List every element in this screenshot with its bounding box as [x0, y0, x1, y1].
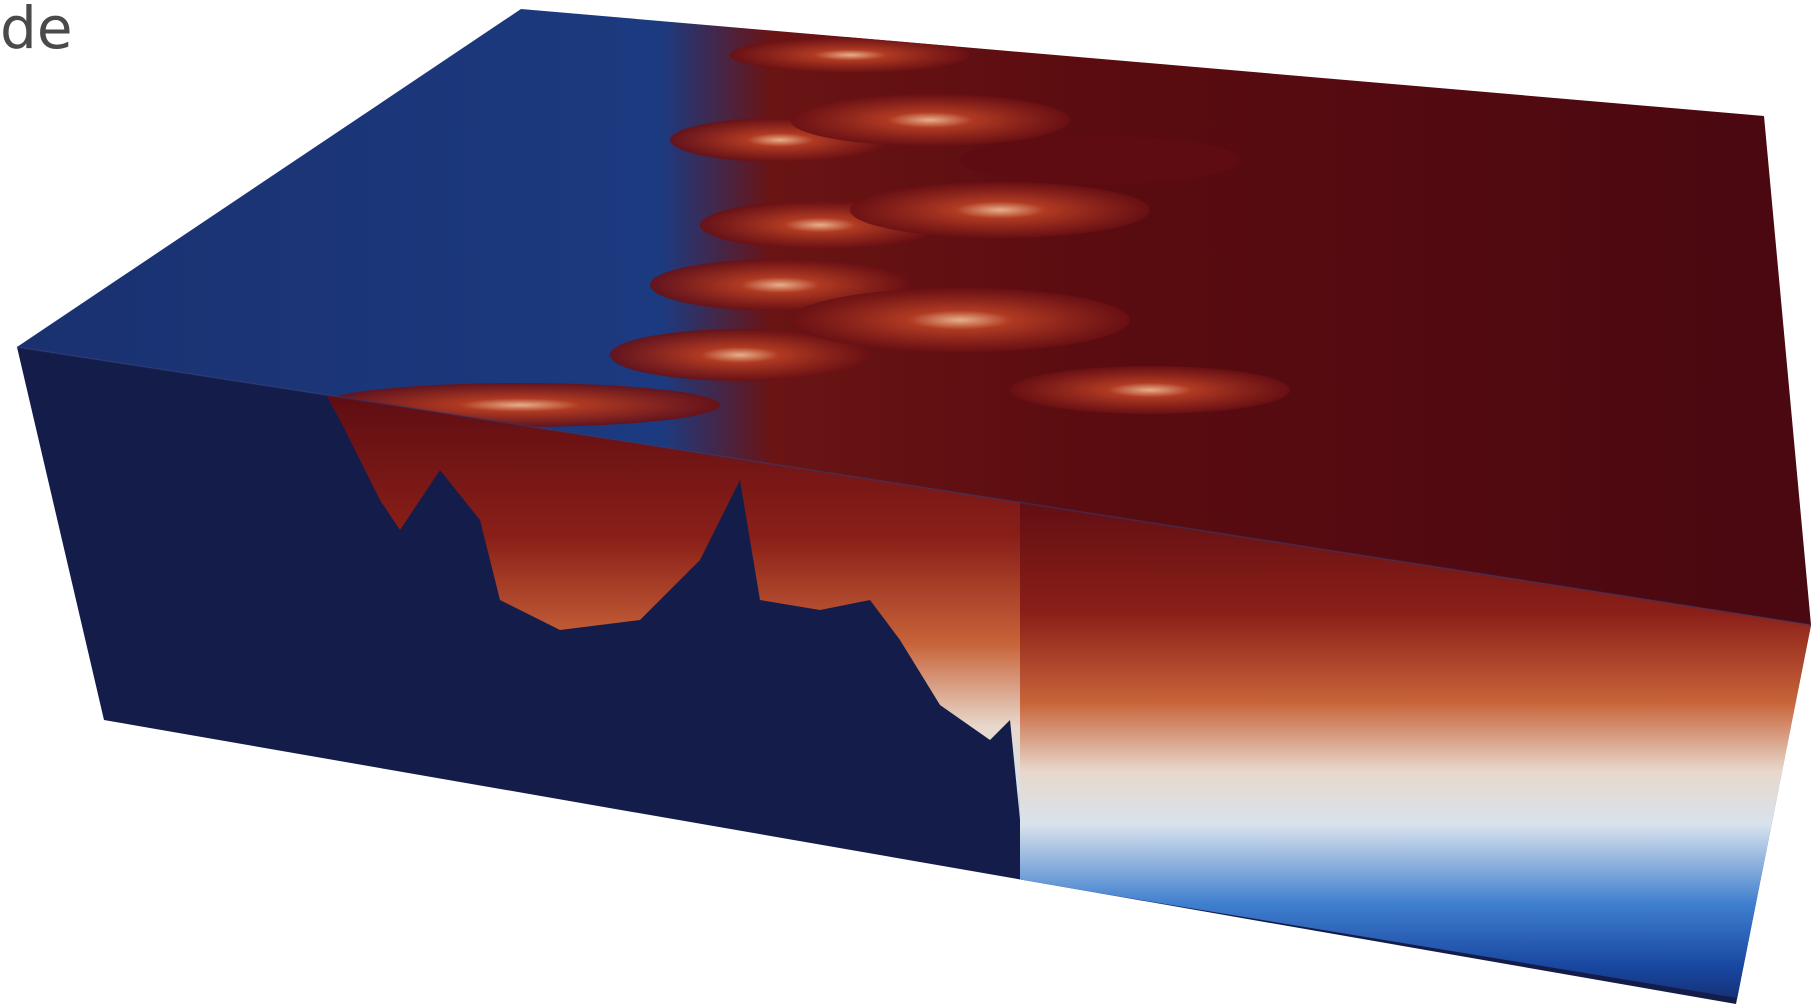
plume — [790, 288, 1130, 352]
plume — [1010, 366, 1290, 414]
caption: de — [0, 0, 73, 62]
plume — [730, 37, 970, 73]
page: {"caption": "de"} de — [0, 0, 1814, 1008]
plume — [790, 94, 1070, 146]
plume — [960, 136, 1240, 184]
plume — [850, 182, 1150, 238]
render-view: de — [0, 0, 1814, 1008]
